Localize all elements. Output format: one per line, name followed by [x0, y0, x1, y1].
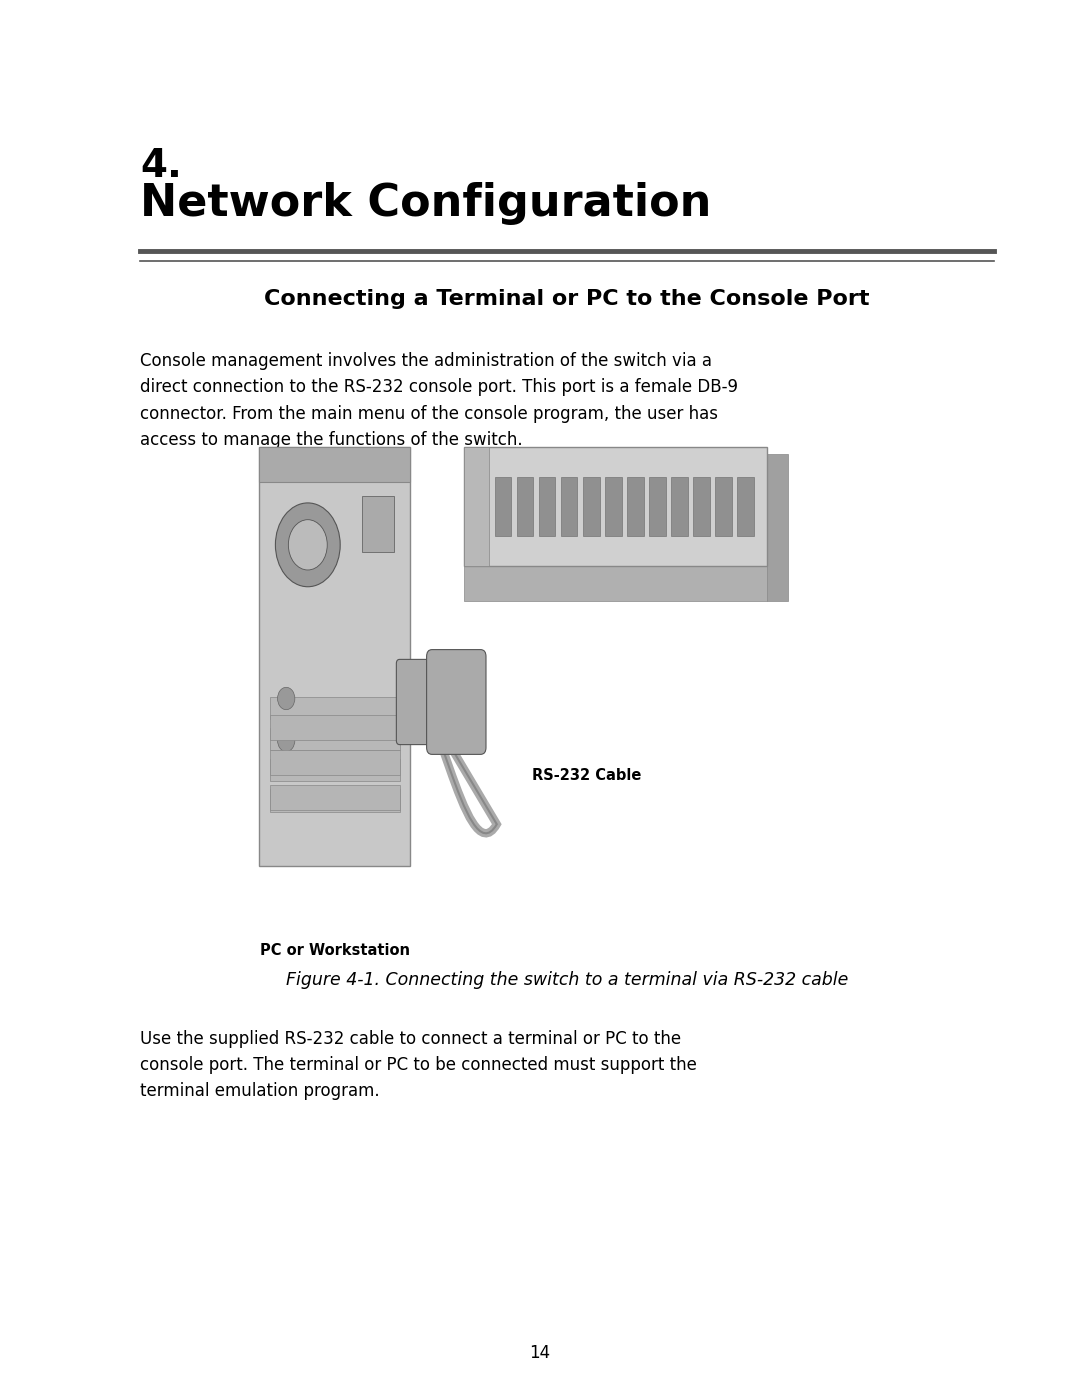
Text: Network Configuration: Network Configuration	[140, 182, 712, 225]
Bar	[270, 728, 400, 750]
Bar	[672, 476, 688, 536]
FancyBboxPatch shape	[259, 447, 410, 866]
Bar	[270, 785, 400, 810]
Bar	[516, 476, 534, 536]
Bar	[270, 715, 400, 740]
Text: RS-232 Cable: RS-232 Cable	[532, 768, 642, 784]
FancyBboxPatch shape	[427, 650, 486, 754]
Bar	[561, 476, 578, 536]
Text: Connecting a Terminal or PC to the Console Port: Connecting a Terminal or PC to the Conso…	[265, 289, 869, 309]
Bar	[495, 476, 511, 536]
Bar	[270, 759, 400, 781]
FancyBboxPatch shape	[767, 454, 788, 601]
Text: 14: 14	[529, 1344, 551, 1362]
Text: PC or Workstation: PC or Workstation	[260, 943, 409, 958]
Bar	[649, 476, 665, 536]
FancyBboxPatch shape	[464, 447, 767, 566]
Bar	[270, 750, 400, 775]
Circle shape	[278, 687, 295, 710]
Text: Figure 4-1. Connecting the switch to a terminal via RS-232 cable: Figure 4-1. Connecting the switch to a t…	[286, 971, 848, 989]
Bar	[539, 476, 555, 536]
Circle shape	[278, 729, 295, 752]
FancyBboxPatch shape	[396, 659, 435, 745]
Circle shape	[288, 520, 327, 570]
Bar	[259, 447, 410, 482]
Bar	[362, 496, 394, 552]
Bar	[605, 476, 622, 536]
FancyBboxPatch shape	[464, 566, 767, 601]
Circle shape	[275, 503, 340, 587]
Text: 4.: 4.	[140, 147, 183, 184]
Bar	[627, 476, 644, 536]
Bar	[715, 476, 732, 536]
Bar	[693, 476, 710, 536]
Text: Console management involves the administration of the switch via a
direct connec: Console management involves the administ…	[140, 352, 739, 450]
Text: Use the supplied RS-232 cable to connect a terminal or PC to the
console port. T: Use the supplied RS-232 cable to connect…	[140, 1030, 698, 1101]
Bar	[583, 476, 599, 536]
Bar	[464, 447, 488, 566]
Bar	[738, 476, 754, 536]
Bar	[270, 789, 400, 812]
Bar	[270, 697, 400, 719]
